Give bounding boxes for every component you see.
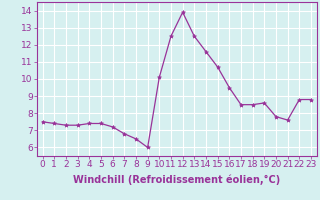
- X-axis label: Windchill (Refroidissement éolien,°C): Windchill (Refroidissement éolien,°C): [73, 175, 280, 185]
